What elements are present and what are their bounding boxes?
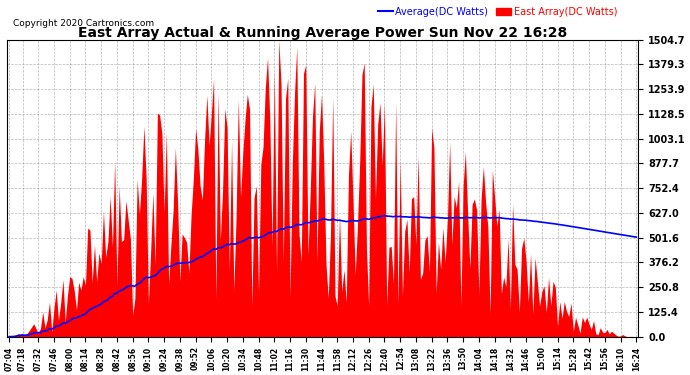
Title: East Array Actual & Running Average Power Sun Nov 22 16:28: East Array Actual & Running Average Powe… bbox=[78, 26, 567, 40]
Text: Copyright 2020 Cartronics.com: Copyright 2020 Cartronics.com bbox=[13, 19, 154, 28]
Legend: Average(DC Watts), East Array(DC Watts): Average(DC Watts), East Array(DC Watts) bbox=[374, 3, 621, 21]
